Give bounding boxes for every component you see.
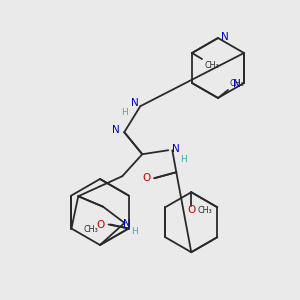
Text: N: N xyxy=(123,219,130,229)
Text: O: O xyxy=(96,220,105,230)
Text: H: H xyxy=(122,108,128,117)
Text: N: N xyxy=(221,32,229,42)
Text: H: H xyxy=(180,155,187,164)
Text: CH₃: CH₃ xyxy=(230,79,245,88)
Text: O: O xyxy=(187,205,195,215)
Text: CH₃: CH₃ xyxy=(84,226,99,235)
Text: N: N xyxy=(233,79,241,89)
Text: O: O xyxy=(142,173,150,183)
Text: N: N xyxy=(130,98,138,108)
Text: N: N xyxy=(112,125,119,135)
Text: CH₃: CH₃ xyxy=(197,206,212,215)
Text: CH₃: CH₃ xyxy=(204,61,219,70)
Text: N: N xyxy=(172,144,180,154)
Text: H: H xyxy=(131,227,138,236)
